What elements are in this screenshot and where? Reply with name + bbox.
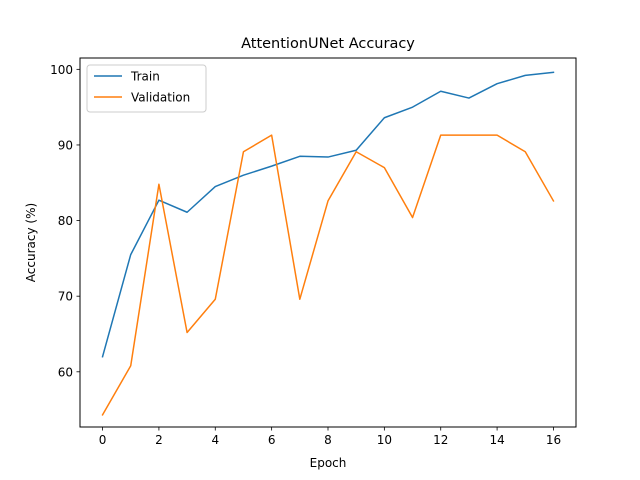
x-tick-label: 0 — [99, 433, 107, 447]
x-tick-label: 12 — [433, 433, 448, 447]
y-axis-ticks: 60 70 80 90 100 — [50, 63, 80, 379]
x-tick-label: 4 — [211, 433, 219, 447]
x-tick-label: 10 — [377, 433, 392, 447]
x-tick-label: 8 — [324, 433, 332, 447]
y-tick-label: 90 — [58, 138, 73, 152]
legend-label-train: Train — [130, 70, 160, 84]
y-tick-label: 60 — [58, 365, 73, 379]
x-tick-label: 16 — [546, 433, 561, 447]
y-tick-label: 70 — [58, 290, 73, 304]
plot-lines — [101, 71, 555, 416]
chart-title: AttentionUNet Accuracy — [241, 36, 415, 52]
y-axis-label: Accuracy (%) — [24, 203, 38, 282]
x-axis-label: Epoch — [310, 456, 347, 470]
y-tick-label: 100 — [50, 63, 73, 77]
x-axis-ticks: 0 2 4 6 8 10 12 14 16 — [99, 427, 561, 447]
x-tick-label: 14 — [489, 433, 504, 447]
y-tick-label: 80 — [58, 214, 73, 228]
x-tick-label: 6 — [268, 433, 276, 447]
legend: Train Validation — [86, 64, 207, 113]
legend-label-validation: Validation — [131, 91, 190, 105]
x-tick-label: 2 — [155, 433, 163, 447]
